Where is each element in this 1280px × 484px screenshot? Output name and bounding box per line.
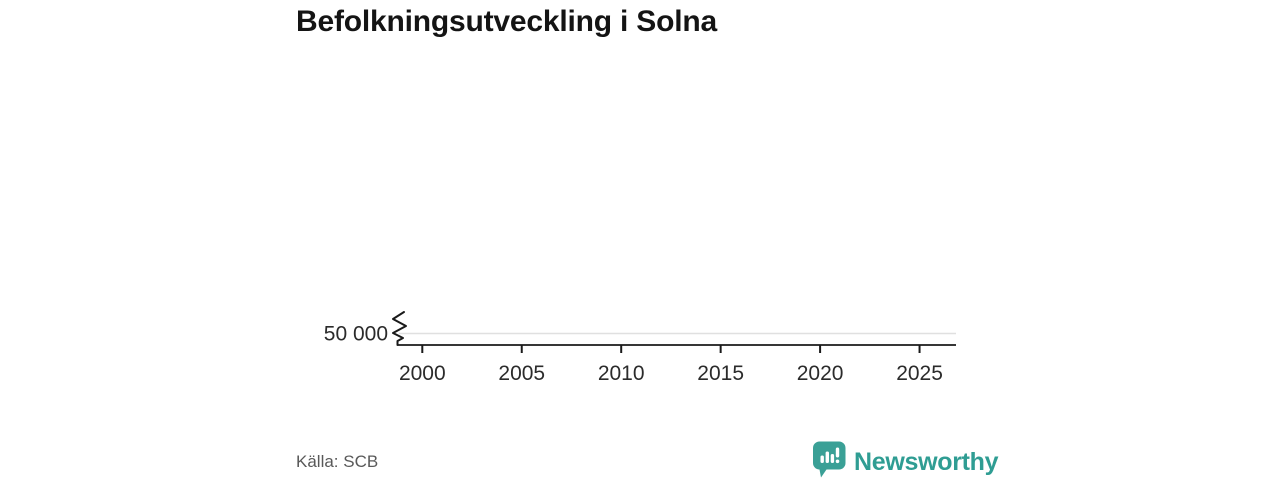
y-tick-label: 50 000 [324, 323, 388, 346]
x-tick-label: 2010 [598, 362, 645, 385]
newsworthy-chart-bubble-icon [813, 441, 846, 484]
x-tick-label: 2005 [498, 362, 545, 385]
newsworthy-wordmark: Newsworthy [854, 448, 999, 476]
x-tick-label: 2015 [697, 362, 744, 385]
x-tick-label: 2020 [797, 362, 844, 385]
newsworthy-brand: Newsworthy [813, 441, 999, 484]
x-tick-label: 2025 [896, 362, 943, 385]
source-note: Källa: SCB [296, 452, 379, 471]
page-title: Befolkningsutveckling i Solna [296, 5, 717, 38]
axis-break-icon [392, 311, 407, 346]
x-tick-label: 2000 [399, 362, 446, 385]
